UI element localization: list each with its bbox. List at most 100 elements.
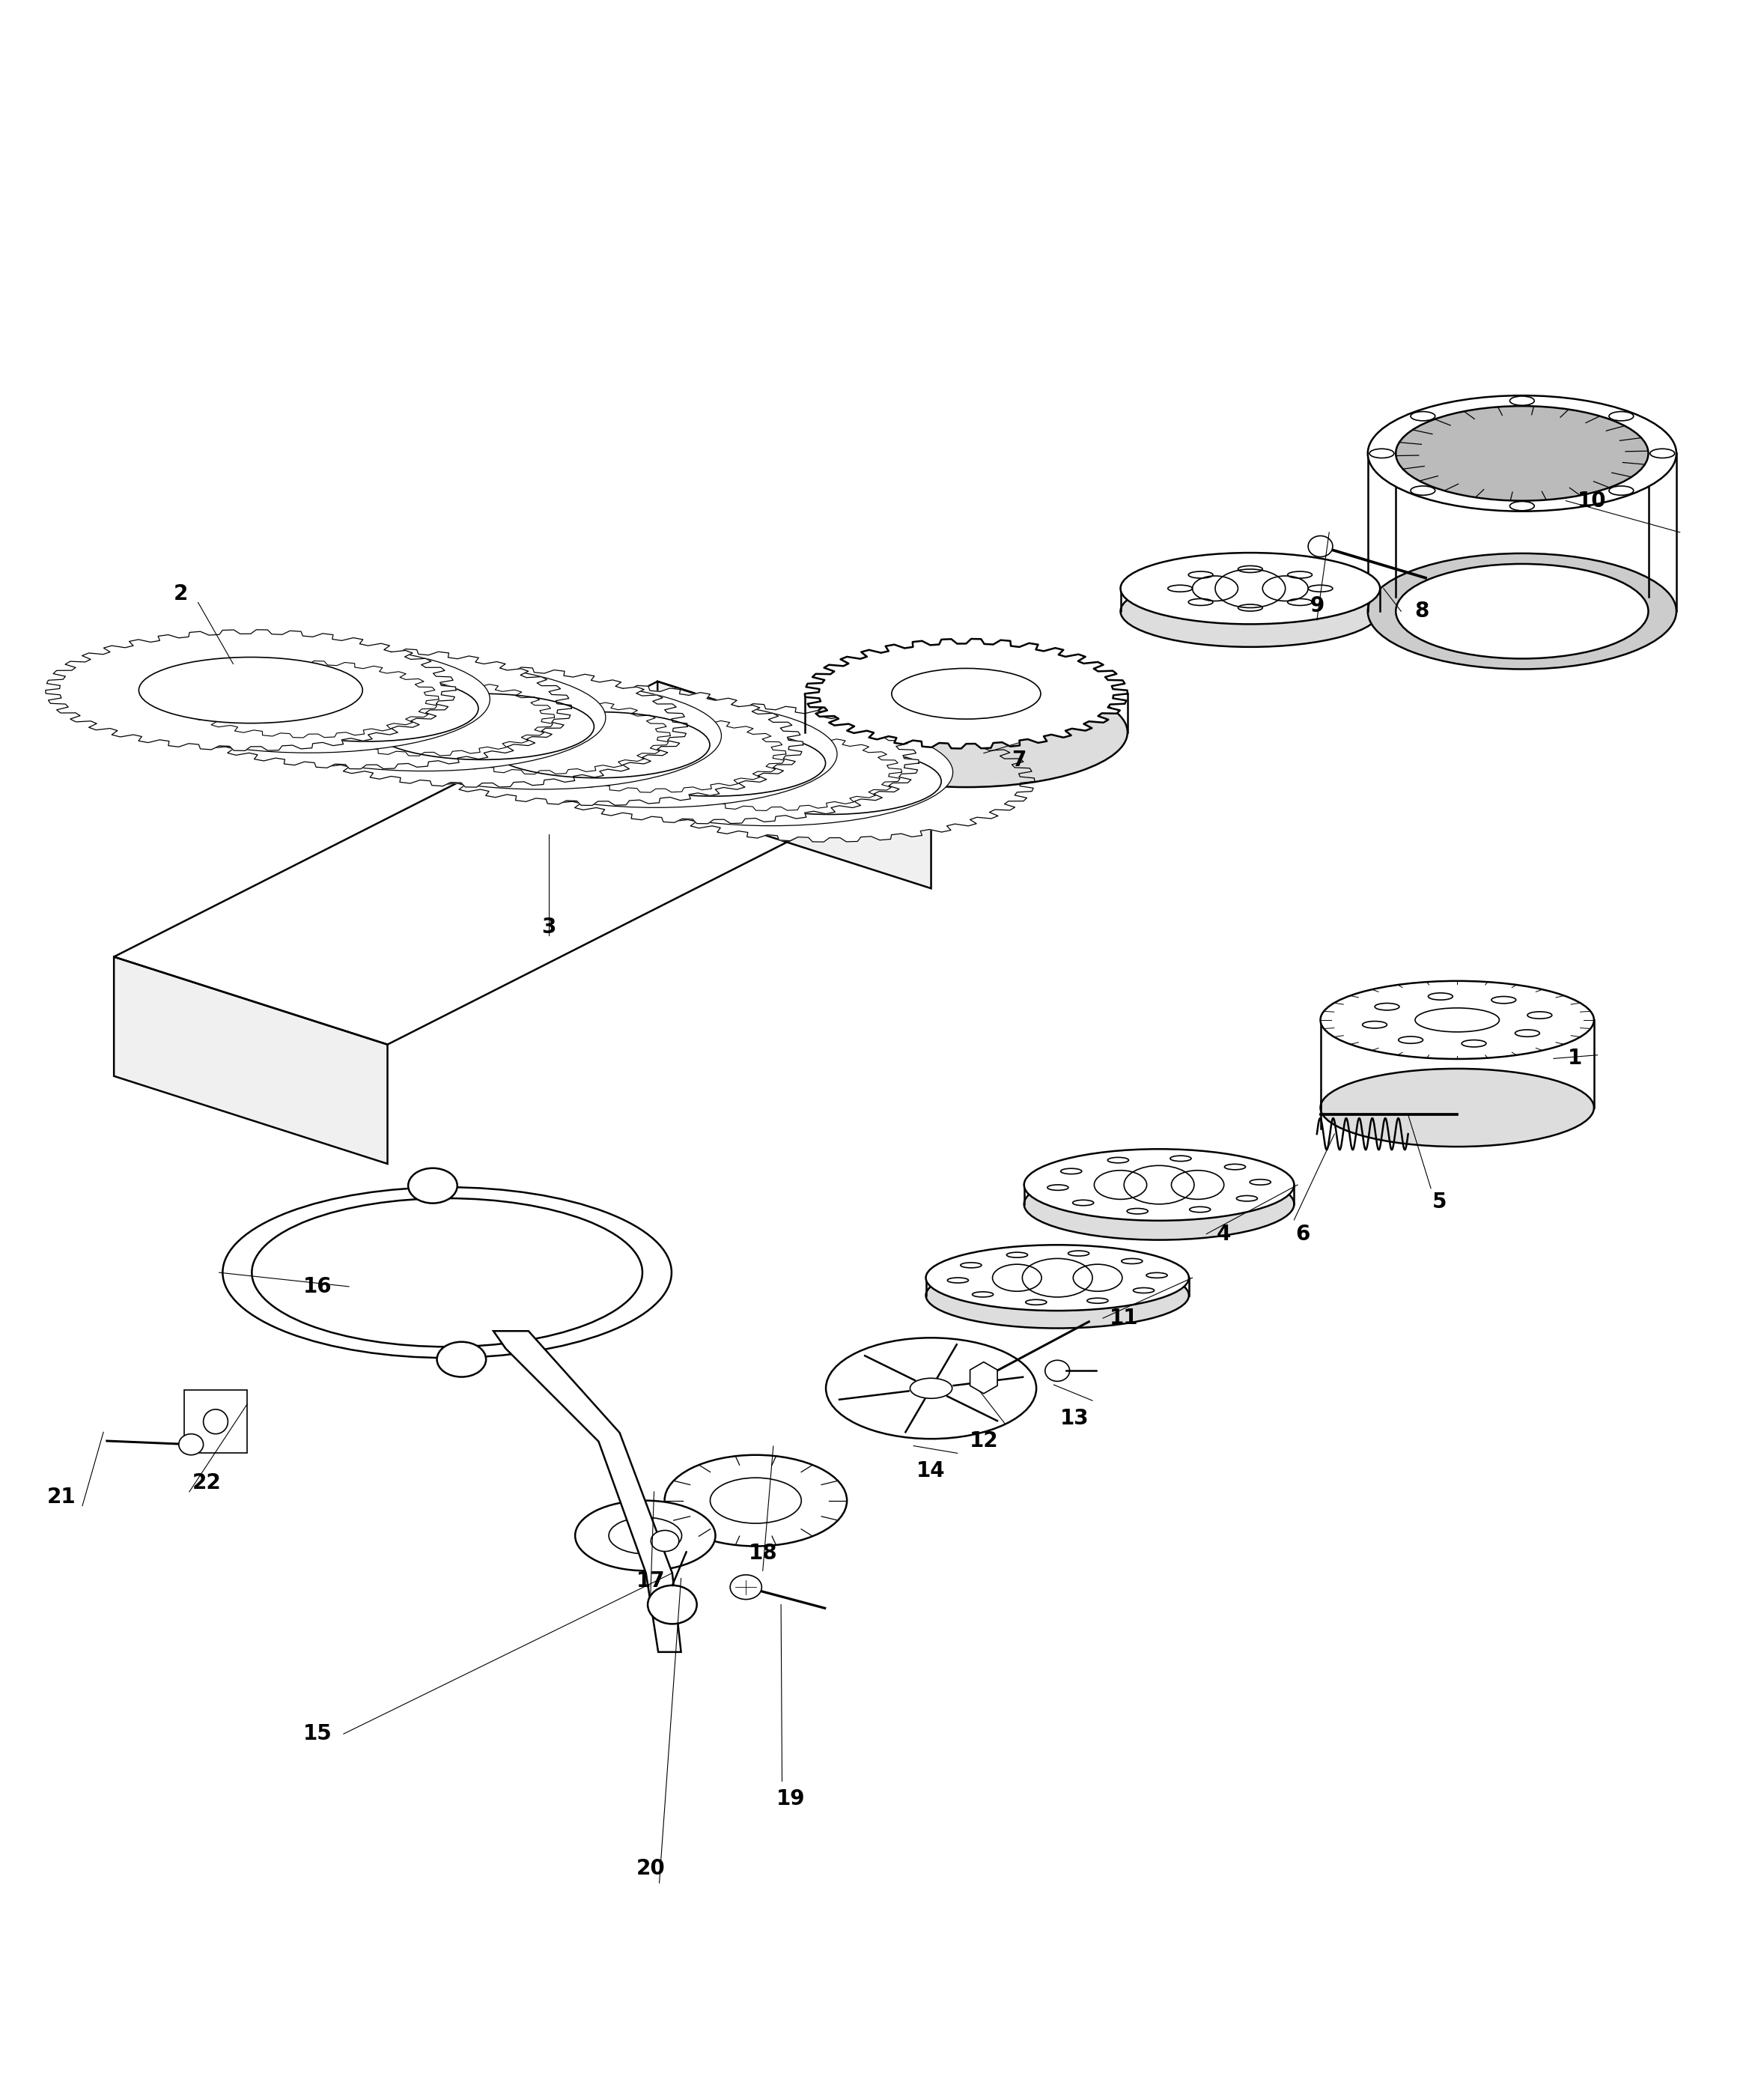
Ellipse shape (1044, 1360, 1069, 1380)
Ellipse shape (1087, 1297, 1108, 1303)
Text: 6: 6 (1295, 1224, 1311, 1245)
Text: 8: 8 (1415, 602, 1429, 623)
Ellipse shape (1649, 450, 1674, 458)
Ellipse shape (139, 658, 363, 722)
Ellipse shape (1120, 552, 1379, 625)
Ellipse shape (1395, 406, 1648, 502)
Ellipse shape (891, 668, 1041, 718)
Polygon shape (115, 958, 388, 1164)
Ellipse shape (1491, 997, 1515, 1004)
Ellipse shape (370, 693, 594, 760)
Ellipse shape (1429, 993, 1454, 999)
Text: 4: 4 (1217, 1224, 1231, 1245)
Ellipse shape (475, 700, 838, 808)
Polygon shape (804, 639, 1127, 750)
Ellipse shape (1321, 1068, 1595, 1147)
Ellipse shape (1411, 485, 1436, 496)
Polygon shape (642, 735, 901, 810)
Text: 13: 13 (1060, 1407, 1090, 1428)
Text: 14: 14 (917, 1459, 946, 1480)
Text: 5: 5 (1432, 1191, 1446, 1214)
Ellipse shape (1288, 570, 1312, 579)
Ellipse shape (178, 1434, 203, 1455)
Ellipse shape (591, 718, 953, 827)
Polygon shape (161, 648, 572, 768)
Ellipse shape (1189, 1208, 1210, 1212)
Ellipse shape (1510, 396, 1535, 406)
Text: 7: 7 (1011, 750, 1027, 770)
Ellipse shape (1067, 1251, 1088, 1255)
Ellipse shape (1415, 1008, 1499, 1033)
Text: 12: 12 (968, 1430, 998, 1451)
Polygon shape (526, 716, 787, 793)
Ellipse shape (1025, 1149, 1295, 1220)
Ellipse shape (1108, 1158, 1129, 1164)
Ellipse shape (1237, 1195, 1258, 1201)
Polygon shape (409, 697, 670, 775)
Ellipse shape (1238, 604, 1263, 612)
Ellipse shape (665, 1455, 847, 1547)
Ellipse shape (243, 664, 605, 770)
Ellipse shape (254, 675, 478, 741)
Ellipse shape (1367, 396, 1676, 512)
Ellipse shape (1132, 1289, 1154, 1293)
Ellipse shape (1147, 1272, 1168, 1278)
Ellipse shape (1395, 564, 1648, 658)
Ellipse shape (961, 1262, 981, 1268)
Text: 17: 17 (637, 1570, 665, 1593)
Ellipse shape (926, 1245, 1189, 1312)
Ellipse shape (826, 1339, 1035, 1439)
Polygon shape (970, 1362, 997, 1393)
Ellipse shape (972, 1291, 993, 1297)
Text: 18: 18 (748, 1543, 778, 1564)
Ellipse shape (1399, 1037, 1424, 1043)
Ellipse shape (926, 1262, 1189, 1328)
Ellipse shape (1122, 1258, 1143, 1264)
Polygon shape (183, 1391, 247, 1453)
Ellipse shape (1369, 450, 1394, 458)
Text: 9: 9 (1309, 595, 1325, 616)
Ellipse shape (1609, 412, 1633, 421)
Ellipse shape (1374, 1004, 1399, 1010)
Ellipse shape (1411, 412, 1436, 421)
Ellipse shape (651, 1530, 679, 1551)
Ellipse shape (203, 1410, 228, 1434)
Ellipse shape (1515, 1031, 1540, 1037)
Polygon shape (178, 660, 439, 737)
Ellipse shape (947, 1278, 968, 1283)
Ellipse shape (487, 712, 709, 779)
Ellipse shape (1309, 585, 1332, 591)
Ellipse shape (1189, 570, 1214, 579)
Text: 2: 2 (173, 583, 187, 604)
Polygon shape (508, 702, 919, 824)
Ellipse shape (1025, 1168, 1295, 1241)
Polygon shape (624, 720, 1034, 841)
Ellipse shape (407, 1168, 457, 1203)
Text: 22: 22 (192, 1472, 220, 1493)
Polygon shape (494, 1330, 681, 1651)
Text: 11: 11 (1110, 1307, 1138, 1328)
Text: 16: 16 (303, 1276, 332, 1297)
Ellipse shape (1609, 485, 1633, 496)
Polygon shape (393, 685, 803, 806)
Ellipse shape (1224, 1164, 1245, 1170)
Ellipse shape (718, 747, 942, 814)
Ellipse shape (711, 1478, 801, 1524)
Ellipse shape (1168, 585, 1192, 591)
Ellipse shape (1510, 502, 1535, 510)
Ellipse shape (1073, 1199, 1094, 1205)
Text: 20: 20 (637, 1859, 665, 1880)
Ellipse shape (1189, 600, 1214, 606)
Ellipse shape (602, 731, 826, 795)
Polygon shape (295, 679, 554, 756)
Ellipse shape (1060, 1168, 1081, 1174)
Text: 19: 19 (776, 1788, 804, 1809)
Ellipse shape (1288, 600, 1312, 606)
Text: 3: 3 (542, 916, 556, 937)
Text: 15: 15 (303, 1724, 332, 1745)
Ellipse shape (1120, 575, 1379, 648)
Ellipse shape (358, 683, 721, 789)
Ellipse shape (1367, 554, 1676, 668)
Ellipse shape (127, 645, 490, 754)
Ellipse shape (609, 1518, 681, 1553)
